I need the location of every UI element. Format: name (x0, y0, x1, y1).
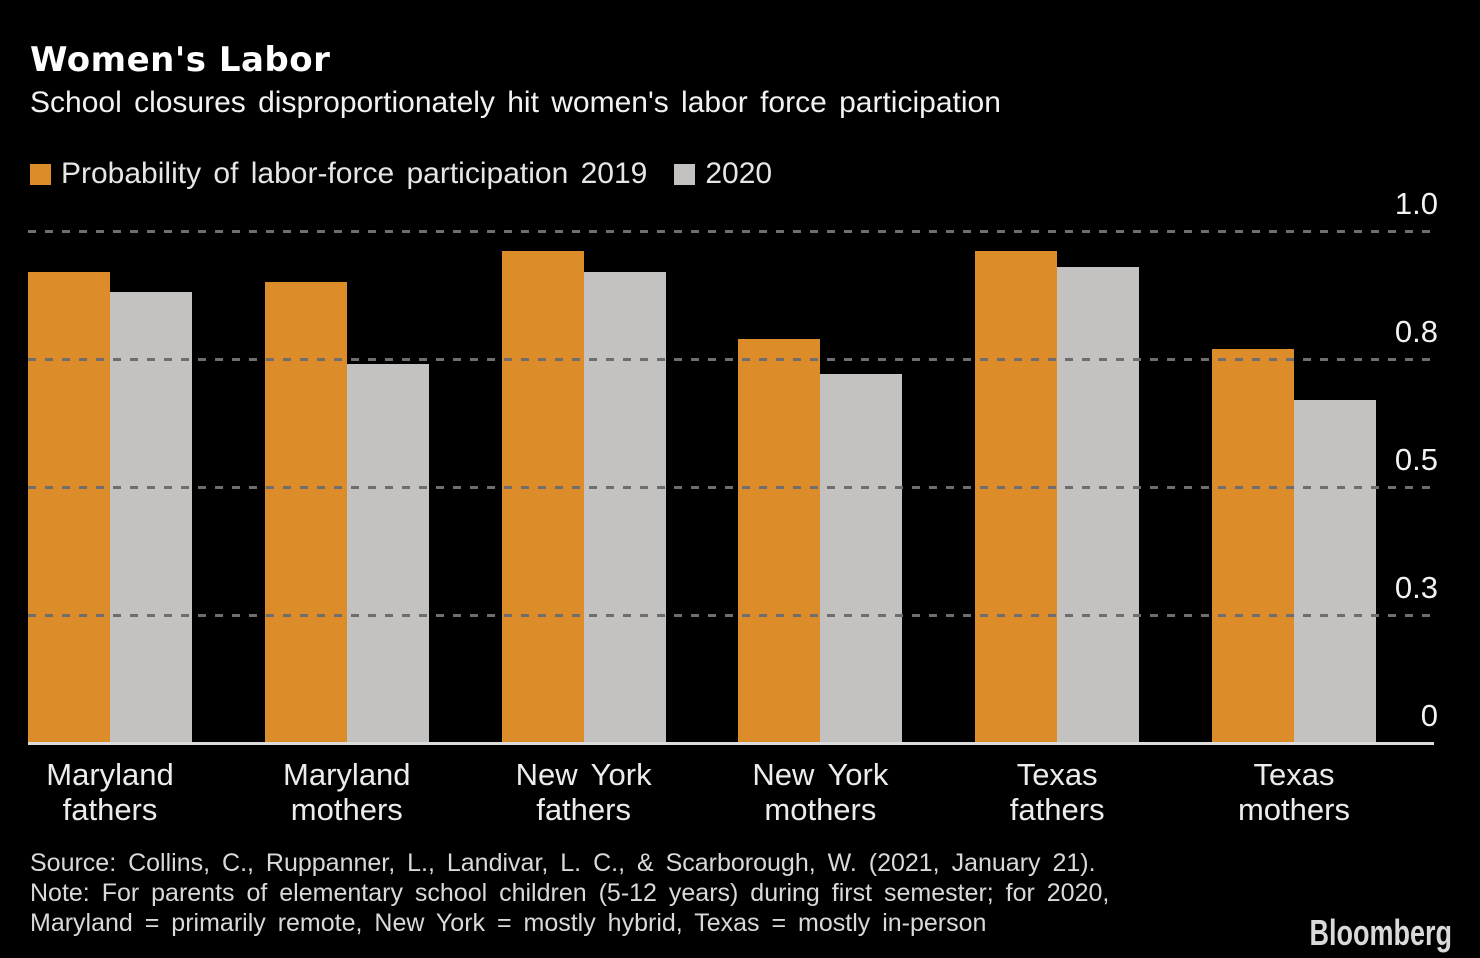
y-tick-label: 0.3 (1394, 570, 1438, 605)
x-category-label: Maryland fathers (46, 757, 174, 827)
bar-2019 (738, 339, 821, 743)
x-category-label: Texas mothers (1237, 757, 1350, 827)
legend: Probability of labor-force participation… (30, 157, 772, 191)
bar-group (1211, 349, 1376, 743)
legend-swatch-2019 (30, 163, 51, 185)
source-note: Source: Collins, C., Ruppanner, L., Land… (30, 848, 1109, 938)
gridline-0.3 (28, 614, 1434, 617)
legend-item-2020: 2020 (674, 157, 772, 191)
chart-subtitle: School closures disproportionately hit w… (30, 86, 1001, 119)
x-category-label: Texas fathers (1009, 757, 1105, 827)
bar-2020 (110, 292, 192, 743)
bar-2019 (28, 272, 110, 743)
y-tick-label: 0.5 (1394, 442, 1438, 477)
legend-label: Probability of labor-force participation… (61, 157, 648, 190)
x-category-label: New York fathers (515, 757, 652, 827)
x-axis-baseline (28, 742, 1434, 745)
bar-2020 (583, 272, 666, 743)
legend-item-2019: Probability of labor-force participation… (30, 157, 647, 191)
bar-group (264, 282, 429, 743)
bar-group (975, 251, 1140, 743)
y-tick-label: 0.8 (1394, 314, 1438, 349)
bar-2020 (346, 364, 429, 743)
gridline-1.0 (28, 230, 1434, 233)
bar-group (501, 251, 666, 743)
note-line-2: Maryland = primarily remote, New York = … (30, 909, 987, 937)
bar-2019 (1211, 349, 1294, 743)
note-line-1: Note: For parents of elementary school c… (30, 879, 1110, 907)
bar-2020 (1057, 267, 1140, 743)
bar-2019 (501, 251, 584, 743)
chart-title: Women's Labor (30, 40, 331, 80)
y-tick-label: 1.0 (1394, 186, 1438, 221)
gridline-0.8 (28, 358, 1434, 361)
x-axis-labels: Maryland fathers Maryland mothers New York… (28, 757, 1376, 827)
source-line: Source: Collins, C., Ruppanner, L., Land… (30, 849, 1096, 877)
bar-2019 (264, 282, 347, 743)
bar-2020 (1293, 400, 1376, 743)
bar-group (738, 339, 903, 743)
bars-row (28, 231, 1376, 743)
bar-2019 (975, 251, 1058, 743)
legend-label: 2020 (705, 157, 773, 190)
bar-group (28, 272, 192, 743)
legend-swatch-2020 (674, 163, 696, 185)
plot-area: 1.0 0.8 0.5 0.3 0 (28, 188, 1438, 745)
x-category-label: New York mothers (752, 757, 889, 827)
y-tick-label: 0 (1420, 698, 1438, 733)
bar-2020 (820, 374, 903, 743)
gridline-0.5 (28, 486, 1434, 489)
bloomberg-logo: Bloomberg (1309, 912, 1452, 953)
x-category-label: Maryland mothers (283, 757, 411, 827)
